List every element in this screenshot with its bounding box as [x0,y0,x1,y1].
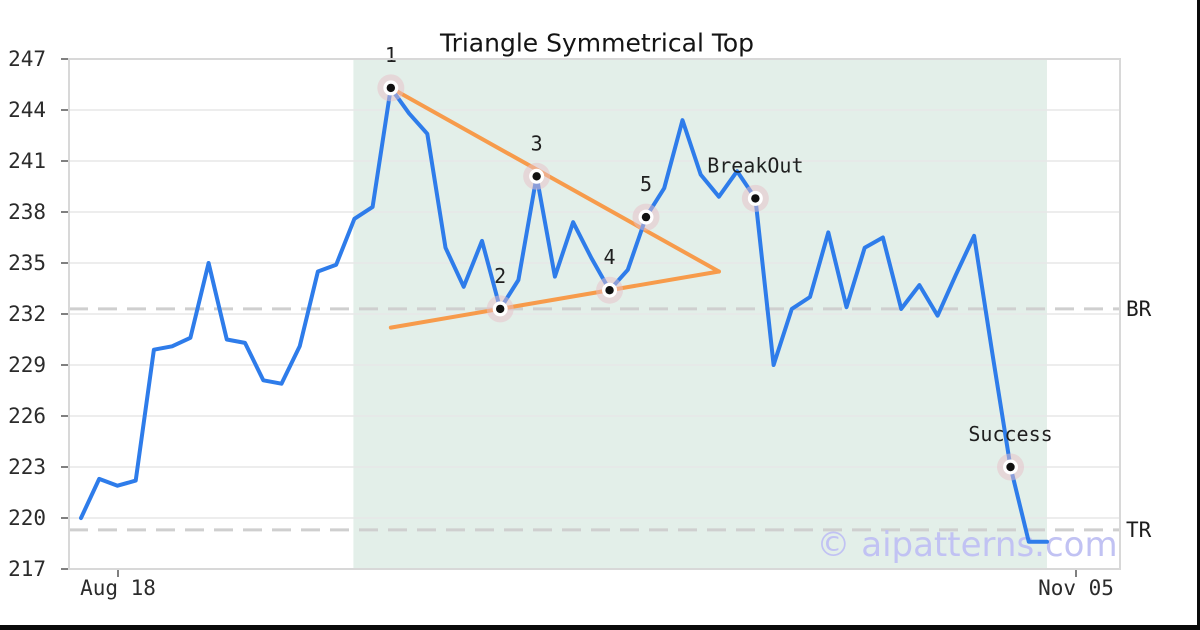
marker-dot [386,83,396,93]
price-line [79,85,1049,544]
x-tick-label-end: Nov 05 [1038,576,1114,600]
trendline-layer [388,85,721,330]
y-tick-label: 220 [8,506,46,530]
frame-right-bar [1197,0,1200,630]
y-tick-label: 226 [8,404,46,428]
price-line-layer [79,85,1049,544]
level-label-tr: TR [1126,518,1152,542]
y-tick-label: 241 [8,149,46,173]
marker-label-4: 4 [604,245,616,269]
marker-dot [1006,462,1015,472]
y-tick-label: 232 [8,302,46,326]
level-lines-layer: BR TR [69,297,1152,542]
y-tick-label: 217 [8,557,46,581]
y-tick-label: 229 [8,353,46,377]
upper-trendline [388,85,721,274]
marker-label-3: 3 [531,131,543,155]
chart-title: Triangle Symmetrical Top [439,29,754,58]
marker-layer: 1 2 3 4 5 BreakOut Success [377,43,1053,481]
marker-dot [605,286,614,295]
watermark: © aipatterns.com [816,525,1117,565]
marker-dot [495,304,505,314]
marker-dot [641,212,651,222]
y-tick-label: 247 [8,47,46,71]
marker-label-2: 2 [494,264,506,288]
y-tick-label: 238 [8,200,46,224]
marker-dot [751,194,760,203]
x-tick-label-start: Aug 18 [80,576,156,600]
frame-bottom-bar [0,625,1200,630]
marker-dot [532,172,541,181]
marker-label-breakout: BreakOut [707,153,803,177]
lower-trendline [388,269,721,330]
marker-label-5: 5 [640,172,652,196]
level-label-br: BR [1126,297,1152,321]
y-tick-label: 244 [8,98,46,122]
y-tick-label: 235 [8,251,46,275]
marker-label-1: 1 [385,43,397,67]
y-tick-label: 223 [8,455,46,479]
plot-border [68,58,1121,570]
marker-label-success: Success [968,422,1052,446]
